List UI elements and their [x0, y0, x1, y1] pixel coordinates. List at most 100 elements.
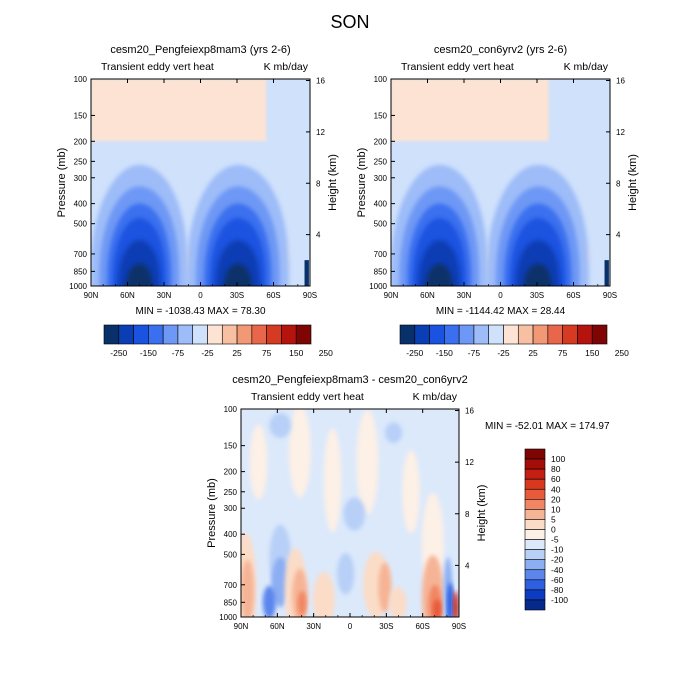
x-tick-label: 0	[498, 291, 503, 300]
colorbar-label: 10	[551, 504, 561, 514]
stats-label: MIN = -1038.43 MAX = 78.30	[135, 306, 266, 317]
y-tick-label: 100	[224, 405, 238, 414]
contour-region	[447, 582, 454, 617]
contour-region	[356, 410, 379, 515]
x-tick-label: 30S	[379, 622, 393, 631]
x-tick-label: 0	[198, 291, 203, 300]
x-tick-label: 60S	[566, 291, 580, 300]
colorbar-swatch	[429, 324, 445, 345]
y-tick-label: 700	[374, 250, 388, 259]
panel-units: K mb/day	[564, 61, 609, 73]
y-tick-label: 850	[224, 598, 238, 607]
y-tick-label: 250	[224, 488, 238, 497]
colorbar-label: -40	[551, 565, 564, 575]
colorbar-swatch	[177, 324, 194, 345]
x-tick-label: 30N	[457, 291, 472, 300]
colorbar-label: 20	[551, 494, 561, 504]
contour-negative-region	[125, 263, 153, 286]
contour-negative-region	[604, 260, 609, 286]
colorbar-label: 40	[551, 484, 561, 494]
colorbar-swatch	[133, 324, 149, 345]
contour-region	[384, 422, 403, 444]
colorbar-label: -20	[551, 555, 564, 565]
colorbar-label: 150	[289, 348, 303, 358]
colorbar-label: -80	[551, 585, 564, 595]
y2-tick-label: 16	[616, 77, 625, 86]
contour-region	[453, 590, 459, 617]
y-tick-label: 100	[74, 75, 88, 84]
colorbar-swatch	[414, 324, 430, 345]
x-tick-label: 90N	[234, 622, 249, 631]
colorbar-swatch	[562, 324, 578, 345]
contour-region	[432, 599, 442, 617]
colorbar-swatch	[547, 324, 563, 345]
colorbar-label: -100	[551, 595, 568, 605]
panel-difference: 100150200250300400500700850100016128490N…	[206, 374, 610, 631]
colorbar-label: 60	[551, 474, 561, 484]
y-tick-label: 200	[224, 468, 238, 477]
panel-left-string: Transient eddy vert heat	[401, 61, 514, 73]
colorbar-label: 25	[232, 348, 242, 358]
x-tick-label: 60S	[416, 622, 430, 631]
y-tick-label: 200	[74, 137, 88, 146]
y2-axis-label: Height (km)	[327, 154, 339, 211]
colorbar-swatch	[162, 324, 179, 345]
colorbar-swatch	[266, 324, 282, 345]
colorbar-label: 250	[319, 348, 333, 358]
y-tick-label: 1000	[369, 282, 387, 291]
y-tick-label: 300	[74, 174, 88, 183]
colorbar-swatch	[281, 324, 297, 345]
colorbar-swatch	[221, 324, 238, 345]
panel-title: cesm20_con6yrv2 (yrs 2-6)	[434, 44, 567, 56]
colorbar-experiment: -250 -150 -75 -25 25 75 150 250	[103, 324, 333, 358]
colorbar-swatch	[118, 324, 134, 345]
colorbar-swatch	[192, 324, 208, 345]
y-tick-label: 400	[74, 200, 88, 209]
colorbar-label: 250	[615, 348, 629, 358]
colorbar-swatch	[524, 599, 546, 611]
colorbar-swatch	[295, 324, 312, 345]
colorbar-swatch	[444, 324, 460, 345]
colorbar-label: -150	[436, 348, 453, 358]
colorbar-label: -250	[110, 348, 127, 358]
y-tick-label: 150	[74, 111, 88, 120]
colorbar-label: -250	[406, 348, 423, 358]
colorbar-swatch	[517, 324, 534, 345]
colorbar-label: -75	[468, 348, 481, 358]
y-tick-label: 300	[374, 174, 388, 183]
colorbar-label: 75	[262, 348, 272, 358]
x-tick-label: 30S	[230, 291, 244, 300]
colorbar-label: 100	[551, 454, 565, 464]
colorbar-label: -150	[140, 348, 157, 358]
colorbar-swatch	[524, 509, 546, 520]
contour-region	[271, 557, 289, 608]
y-axis-label: Pressure (mb)	[206, 478, 218, 548]
y2-tick-label: 12	[465, 458, 474, 467]
contour-negative-region	[425, 263, 453, 286]
colorbar-swatch	[207, 324, 223, 345]
colorbar-label: -25	[201, 348, 214, 358]
contour-region	[288, 409, 311, 498]
x-tick-label: 90N	[84, 291, 99, 300]
x-tick-label: 90S	[603, 291, 617, 300]
y2-tick-label: 4	[616, 231, 621, 240]
y-tick-label: 500	[74, 220, 88, 229]
colorbar-swatch	[524, 519, 546, 530]
contour-field	[241, 409, 459, 617]
panel-title: cesm20_Pengfeiexp8mam3 - cesm20_con6yrv2	[232, 374, 467, 386]
contour-field	[91, 79, 310, 286]
colorbar-swatch	[473, 324, 490, 345]
x-tick-label: 60N	[420, 291, 435, 300]
y-tick-label: 1000	[69, 282, 87, 291]
colorbar-label: 25	[528, 348, 538, 358]
colorbar-swatch	[591, 324, 608, 345]
contour-field	[391, 79, 610, 286]
panel-units: K mb/day	[264, 61, 309, 73]
colorbar-swatch	[103, 324, 120, 345]
panel-units: K mb/day	[413, 391, 458, 403]
colorbar-swatch	[524, 499, 546, 510]
x-tick-label: 30N	[306, 622, 321, 631]
y2-tick-label: 8	[316, 179, 321, 188]
colorbar-label: -75	[172, 348, 185, 358]
